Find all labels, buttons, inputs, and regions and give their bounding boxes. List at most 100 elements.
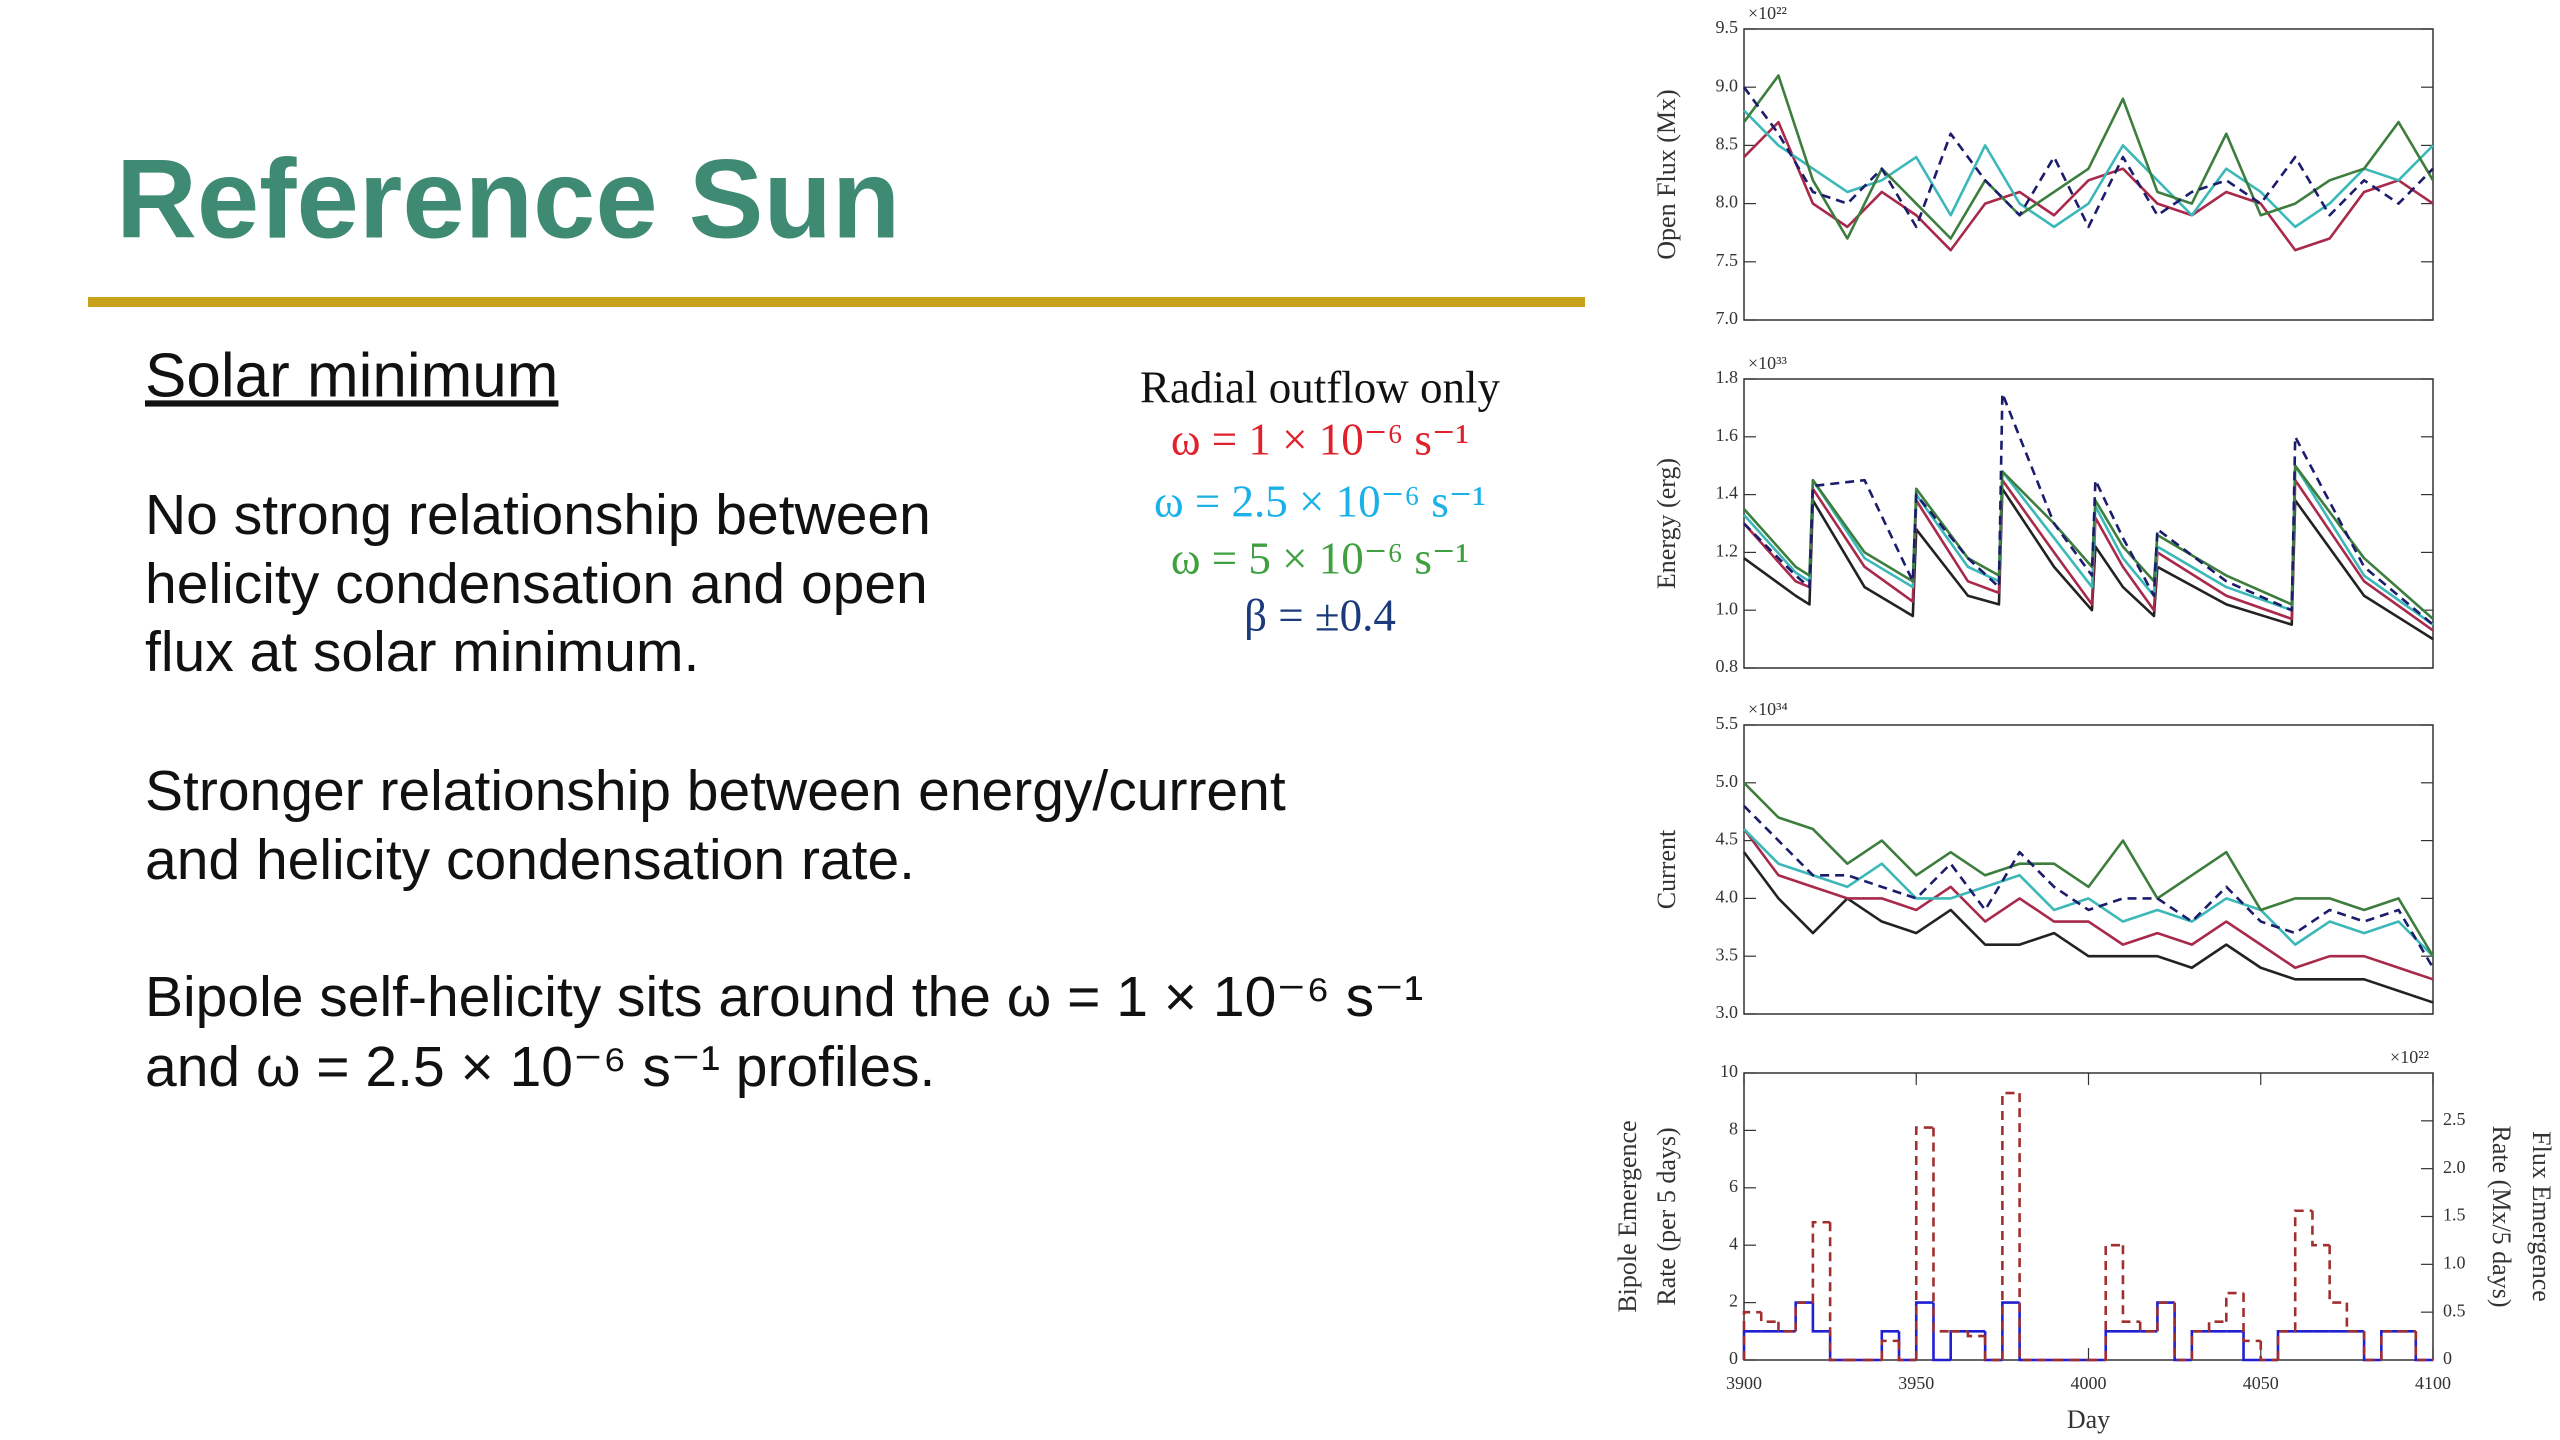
step-segment — [1759, 1312, 1779, 1324]
y2-tick-label: 1.5 — [2443, 1205, 2466, 1225]
y-multiplier: ×10³³ — [1748, 353, 1788, 373]
step-segment — [1777, 1321, 1796, 1333]
y-tick-label: 1.6 — [1716, 425, 1739, 445]
y-axis-label: Current — [1652, 829, 1681, 909]
charts: 7.0 7.5 8.0 8.5 9.0 9.5 ×10²² Open Flux (Mx) 0.8… — [1613, 3, 2556, 1434]
x-tick-label: 3900 — [1726, 1373, 1762, 1393]
x-tick-label: 3950 — [1898, 1373, 1934, 1393]
legend-item: β = ±0.4 — [1244, 590, 1396, 640]
y-tick-label: 10 — [1720, 1061, 1738, 1081]
step-segment — [2328, 1245, 2347, 1304]
step-segment — [2156, 1301, 2175, 1332]
subtitle: Solar minimum — [145, 341, 558, 410]
series-line — [1742, 86, 2434, 229]
slide-title: Reference Sun — [116, 137, 900, 262]
y-tick-label: 1.8 — [1716, 367, 1739, 387]
paragraph-line: and ω = 2.5 × 10⁻⁶ s⁻¹ profiles. — [145, 1035, 935, 1099]
paragraph-line: Bipole self-helicity sits around the ω =… — [145, 965, 1423, 1029]
y-tick-label: 1.4 — [1716, 483, 1739, 503]
step-segment — [2276, 1330, 2296, 1360]
paragraph-line: and helicity condensation rate. — [145, 828, 915, 892]
y-tick-label: 1.2 — [1716, 541, 1739, 561]
step-segment — [1932, 1302, 1951, 1362]
y2-tick-label: 0 — [2443, 1348, 2452, 1368]
step-segment — [2362, 1331, 2382, 1362]
series-line — [1743, 781, 2435, 957]
series-line — [1743, 805, 2435, 969]
step-segment — [2121, 1245, 2141, 1324]
y-tick-label: 2 — [1729, 1291, 1738, 1311]
step-segment — [1794, 1301, 1813, 1332]
step-segment — [1983, 1336, 2003, 1362]
y2-tick-label: 2.5 — [2443, 1109, 2466, 1129]
step-segment — [2173, 1302, 2192, 1362]
step-segment — [2104, 1243, 2123, 1360]
series-line — [1742, 74, 2435, 240]
step-segment — [2293, 1209, 2313, 1332]
step-segment — [1880, 1330, 1900, 1360]
series-line — [1742, 851, 2434, 1004]
title-rule — [88, 297, 1585, 307]
y2-axis-label: Rate (Mx/5 days) — [2487, 1126, 2516, 1308]
y-axis-label: Energy (erg) — [1652, 458, 1681, 589]
y-axis-label: Bipole Emergence — [1613, 1120, 1642, 1312]
y2-tick-label: 2.0 — [2443, 1157, 2466, 1177]
y-tick-label: 3.5 — [1716, 944, 1739, 964]
y-multiplier: ×10³⁴ — [1748, 699, 1788, 719]
paragraph-line: flux at solar minimum. — [145, 620, 699, 684]
legend-heading: Radial outflow only — [1140, 362, 1500, 412]
x-tick-label: 4050 — [2243, 1373, 2279, 1393]
x-tick-label: 4000 — [2071, 1373, 2107, 1393]
paragraph-line: helicity condensation and open — [145, 552, 928, 616]
step-segment — [2018, 1093, 2037, 1362]
step-segment — [1828, 1222, 1848, 1362]
step-segment — [1742, 1330, 1762, 1360]
y-tick-label: 5.5 — [1716, 713, 1739, 733]
step-segment — [1914, 1126, 1934, 1360]
step-segment — [2242, 1293, 2261, 1343]
y-tick-label: 7.5 — [1716, 250, 1739, 270]
series-line — [1743, 828, 2434, 958]
y-tick-label: 7.0 — [1716, 308, 1739, 328]
x-axis-label: Day — [2067, 1405, 2110, 1434]
step-segment — [2380, 1330, 2399, 1360]
step-segment — [2414, 1331, 2433, 1362]
paragraph-line: No strong relationship between — [145, 483, 931, 547]
y-tick-label: 8 — [1729, 1119, 1738, 1139]
y-multiplier: ×10²² — [1748, 3, 1787, 23]
y-tick-label: 4.5 — [1716, 829, 1739, 849]
series-line — [1743, 392, 2434, 626]
y-tick-label: 9.5 — [1716, 17, 1739, 37]
y2-tick-label: 1.0 — [2443, 1252, 2466, 1272]
series-line — [1743, 487, 2434, 641]
y-tick-label: 5.0 — [1716, 771, 1739, 791]
step-segment — [2138, 1321, 2158, 1333]
series-line — [1743, 109, 2434, 229]
y-tick-label: 4.0 — [1716, 887, 1739, 907]
y-tick-label: 6 — [1729, 1176, 1738, 1196]
step-segment — [2190, 1330, 2210, 1360]
y2-axis-label: Flux Emergence — [2527, 1131, 2556, 1302]
legend-item: ω = 2.5 × 10⁻⁶ s⁻¹ — [1154, 476, 1486, 526]
y2-tick-label: 0.5 — [2443, 1300, 2466, 1320]
step-segment — [1880, 1339, 1900, 1360]
step-segment — [2104, 1330, 2123, 1360]
step-segment — [1932, 1127, 1951, 1333]
step-segment — [2207, 1320, 2227, 1332]
y2-multiplier: ×10²² — [2390, 1047, 2429, 1067]
plot-frame — [1743, 28, 2434, 321]
paragraph-line: Stronger relationship between energy/cur… — [145, 759, 1286, 823]
step-segment — [1811, 1302, 1831, 1333]
y-tick-label: 4 — [1729, 1233, 1738, 1253]
plot-frame — [1743, 724, 2434, 1015]
step-segment — [2311, 1210, 2330, 1247]
series-line — [1742, 828, 2434, 981]
y-tick-label: 0 — [1729, 1348, 1738, 1368]
y-tick-label: 8.0 — [1716, 192, 1739, 212]
step-segment — [2259, 1340, 2278, 1362]
y-tick-label: 3.0 — [1716, 1002, 1739, 1022]
